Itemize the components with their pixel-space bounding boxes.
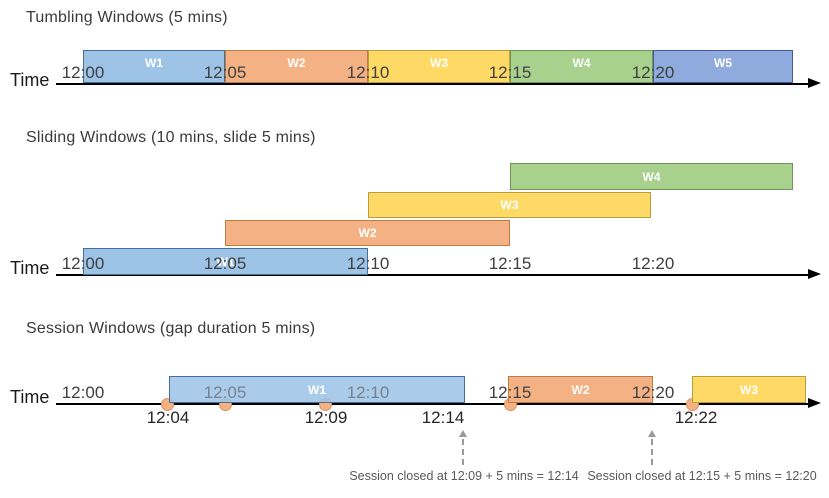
session-closed-annotation: Session closed at 12:09 + 5 mins = 12:14 xyxy=(349,469,579,483)
time-axis-line xyxy=(56,403,809,405)
sliding-title: Sliding Windows (10 mins, slide 5 mins) xyxy=(26,129,316,146)
axis-arrow-icon xyxy=(808,78,821,88)
tick-label: 12:10 xyxy=(346,63,390,82)
axis-arrow-icon xyxy=(808,398,821,408)
sliding-time-label: Time xyxy=(10,258,50,278)
window-label: W4 xyxy=(572,55,591,70)
time-axis-line xyxy=(56,274,809,276)
tick-label: 12:10 xyxy=(346,383,390,402)
window-bar-w3: W3 xyxy=(692,376,806,403)
window-label: W2 xyxy=(358,226,377,240)
session-time-label: Time xyxy=(10,387,50,407)
tick-label: 12:00 xyxy=(61,383,105,402)
window-bar-w2: W2 xyxy=(225,50,368,83)
up-arrow-icon xyxy=(648,430,656,465)
event-time-label: 12:22 xyxy=(674,408,718,427)
event-time-label: 12:09 xyxy=(304,408,348,427)
window-label: W3 xyxy=(740,382,758,397)
window-label: W3 xyxy=(500,198,519,212)
tick-label: 12:10 xyxy=(346,254,390,273)
window-label: W4 xyxy=(642,169,661,184)
window-bar-w1: W1 xyxy=(83,248,368,275)
tick-label: 12:15 xyxy=(488,383,532,402)
tick-label: 12:05 xyxy=(203,383,247,402)
window-bar-w4: W4 xyxy=(510,163,793,190)
tick-label: 12:00 xyxy=(61,254,105,273)
tumbling-title: Tumbling Windows (5 mins) xyxy=(26,9,228,26)
tick-label: 12:05 xyxy=(203,63,247,82)
window-bar-w2: W2 xyxy=(508,376,653,403)
window-bar-w5: W5 xyxy=(653,50,793,83)
window-label: W2 xyxy=(287,55,306,70)
window-label: W3 xyxy=(430,55,448,70)
window-label: W1 xyxy=(216,254,235,269)
tick-label: 12:20 xyxy=(631,63,675,82)
window-label: W1 xyxy=(308,382,326,397)
window-label: W2 xyxy=(571,382,590,397)
time-axis-line xyxy=(56,83,809,85)
window-bar-w4: W4 xyxy=(510,50,653,83)
tick-label: 12:00 xyxy=(61,63,105,82)
tick-label: 12:20 xyxy=(631,254,675,273)
window-bar-w3: W3 xyxy=(368,50,510,83)
event-time-label: 12:04 xyxy=(146,408,190,427)
window-label: W5 xyxy=(714,55,732,70)
window-bar-w3: W3 xyxy=(368,192,651,218)
window-bar-w2: W2 xyxy=(225,220,510,246)
tick-label: 12:20 xyxy=(631,383,675,402)
tumbling-time-label: Time xyxy=(10,70,50,90)
session-closed-annotation: Session closed at 12:15 + 5 mins = 12:20 xyxy=(587,469,817,483)
window-bar-w1: W1 xyxy=(169,376,465,403)
tick-label: 12:05 xyxy=(203,254,247,273)
event-time-label: 12:14 xyxy=(421,408,465,427)
arrowhead xyxy=(648,430,656,437)
dashed-line xyxy=(651,439,653,465)
session-title: Session Windows (gap duration 5 mins) xyxy=(26,320,316,337)
tick-label: 12:15 xyxy=(488,254,532,273)
window-bar-w1: W1 xyxy=(83,50,225,83)
tick-label: 12:15 xyxy=(488,63,532,82)
axis-arrow-icon xyxy=(808,269,821,279)
dashed-line xyxy=(462,439,464,465)
arrowhead xyxy=(459,430,467,437)
window-label: W1 xyxy=(145,55,163,70)
up-arrow-icon xyxy=(459,430,467,465)
